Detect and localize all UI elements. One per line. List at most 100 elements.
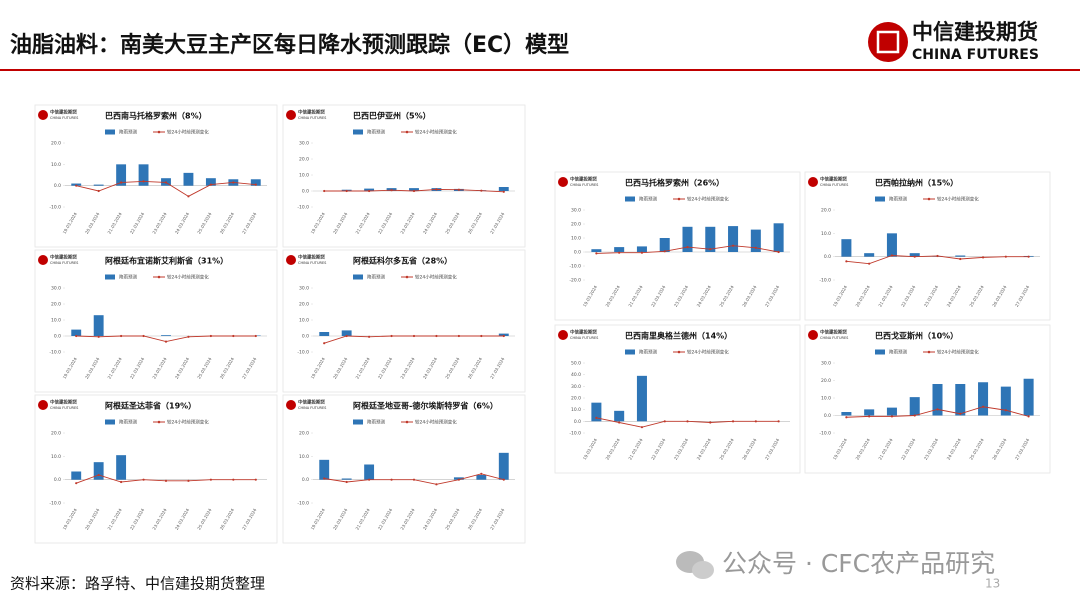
- bar: [498, 452, 509, 480]
- line-marker: [97, 473, 100, 477]
- logo-icon-inner: [876, 30, 900, 54]
- bar: [841, 412, 852, 416]
- bar: [864, 253, 875, 257]
- line-marker: [663, 250, 666, 253]
- chart-title: 巴西帕拉纳州（15%）: [875, 178, 958, 188]
- line-marker: [254, 183, 257, 186]
- line-marker: [142, 180, 145, 183]
- chart-title: 巴西巴伊亚州（5%）: [353, 111, 431, 121]
- legend-swatch: [105, 419, 115, 425]
- y-tick-label: 10.0: [571, 407, 581, 413]
- legend-label: 降雨预测: [889, 196, 907, 203]
- line-marker: [502, 334, 505, 338]
- y-tick-label: 10.0: [51, 162, 61, 168]
- mini-logo-cn: 中信建投期货: [298, 109, 325, 116]
- line-marker: [640, 251, 644, 254]
- line-marker: [686, 420, 689, 423]
- legend-swatch: [875, 196, 885, 202]
- mini-logo-cn: 中信建投期货: [820, 176, 847, 183]
- legend-label: 降雨预测: [119, 419, 137, 426]
- bar: [364, 188, 375, 191]
- y-tick-label: 20.0: [571, 222, 581, 228]
- bar: [955, 255, 966, 257]
- mini-logo-en: CHINA FUTURES: [820, 336, 849, 340]
- legend-swatch: [677, 350, 681, 354]
- line-marker: [232, 181, 235, 184]
- bar: [183, 172, 194, 186]
- line-marker: [75, 334, 78, 338]
- line-marker: [120, 334, 123, 338]
- bar: [886, 407, 897, 416]
- y-tick-label: -20.0: [569, 278, 581, 284]
- chart-frame: [554, 171, 801, 321]
- legend-label: 降雨预测: [367, 274, 385, 281]
- line-marker: [75, 482, 78, 485]
- chart-title: 巴西马托格罗索州（26%）: [625, 178, 724, 188]
- y-tick-label: 0.0: [54, 183, 61, 189]
- y-tick-label: -10.0: [297, 350, 309, 356]
- y-tick-label: -10.0: [569, 431, 581, 437]
- mini-logo-en: CHINA FUTURES: [298, 406, 327, 410]
- bar: [886, 233, 897, 257]
- line-marker: [323, 342, 326, 345]
- y-tick-label: 0.0: [302, 334, 309, 340]
- line-marker: [142, 478, 145, 481]
- line-marker: [187, 479, 190, 482]
- bar: [955, 384, 966, 416]
- line-marker: [368, 189, 371, 193]
- bar: [864, 409, 875, 416]
- line-marker: [936, 408, 939, 411]
- line-marker: [345, 189, 348, 193]
- y-tick-label: 10.0: [51, 318, 61, 324]
- line-marker: [323, 189, 326, 193]
- line-marker: [640, 426, 644, 429]
- watermark-text: 公众号 · CFC农产品研究: [722, 549, 995, 578]
- y-tick-label: 20.0: [51, 431, 61, 437]
- mini-logo-icon: [558, 177, 568, 187]
- line-marker: [412, 189, 416, 193]
- bar: [773, 223, 784, 252]
- line-marker: [232, 334, 235, 338]
- bar: [932, 384, 943, 416]
- mini-logo-icon: [38, 400, 48, 410]
- legend-label: 降雨预测: [367, 419, 385, 426]
- line-marker: [1004, 409, 1007, 412]
- line-marker: [663, 420, 666, 423]
- logo: 中信建投期货 CHINA FUTURES: [868, 20, 1039, 63]
- y-tick-label: -10.0: [49, 205, 61, 211]
- legend-swatch: [875, 349, 885, 355]
- chart-frame: [34, 394, 278, 544]
- line-marker: [232, 478, 235, 481]
- legend-swatch: [157, 130, 161, 134]
- legend-swatch: [677, 197, 681, 201]
- line-marker: [390, 334, 393, 338]
- mini-logo-en: CHINA FUTURES: [298, 116, 327, 120]
- y-tick-label: 20.0: [571, 396, 581, 402]
- mini-logo-en: CHINA FUTURES: [570, 183, 599, 187]
- line-marker: [457, 334, 460, 338]
- y-tick-label: -10.0: [819, 278, 831, 284]
- y-tick-label: 30.0: [299, 286, 309, 292]
- y-tick-label: 10.0: [571, 236, 581, 242]
- line-marker: [845, 416, 848, 419]
- line-marker: [709, 248, 712, 251]
- legend-label: 降雨预测: [367, 129, 385, 136]
- line-marker: [435, 334, 438, 338]
- line-marker: [97, 335, 100, 338]
- mini-logo-icon: [808, 330, 818, 340]
- watermark: 公众号 · CFC农产品研究: [676, 549, 995, 579]
- bar: [614, 410, 625, 422]
- line-marker: [1004, 255, 1007, 258]
- line-marker: [709, 421, 712, 424]
- y-tick-label: 20.0: [51, 141, 61, 147]
- line-marker: [686, 246, 689, 249]
- bar: [93, 184, 104, 186]
- line-marker: [412, 334, 416, 338]
- legend-swatch: [405, 420, 409, 424]
- bar: [909, 253, 920, 257]
- chart-title: 巴西戈亚斯州（10%）: [875, 331, 958, 341]
- legend-label: 较24小时前预测变化: [167, 419, 209, 426]
